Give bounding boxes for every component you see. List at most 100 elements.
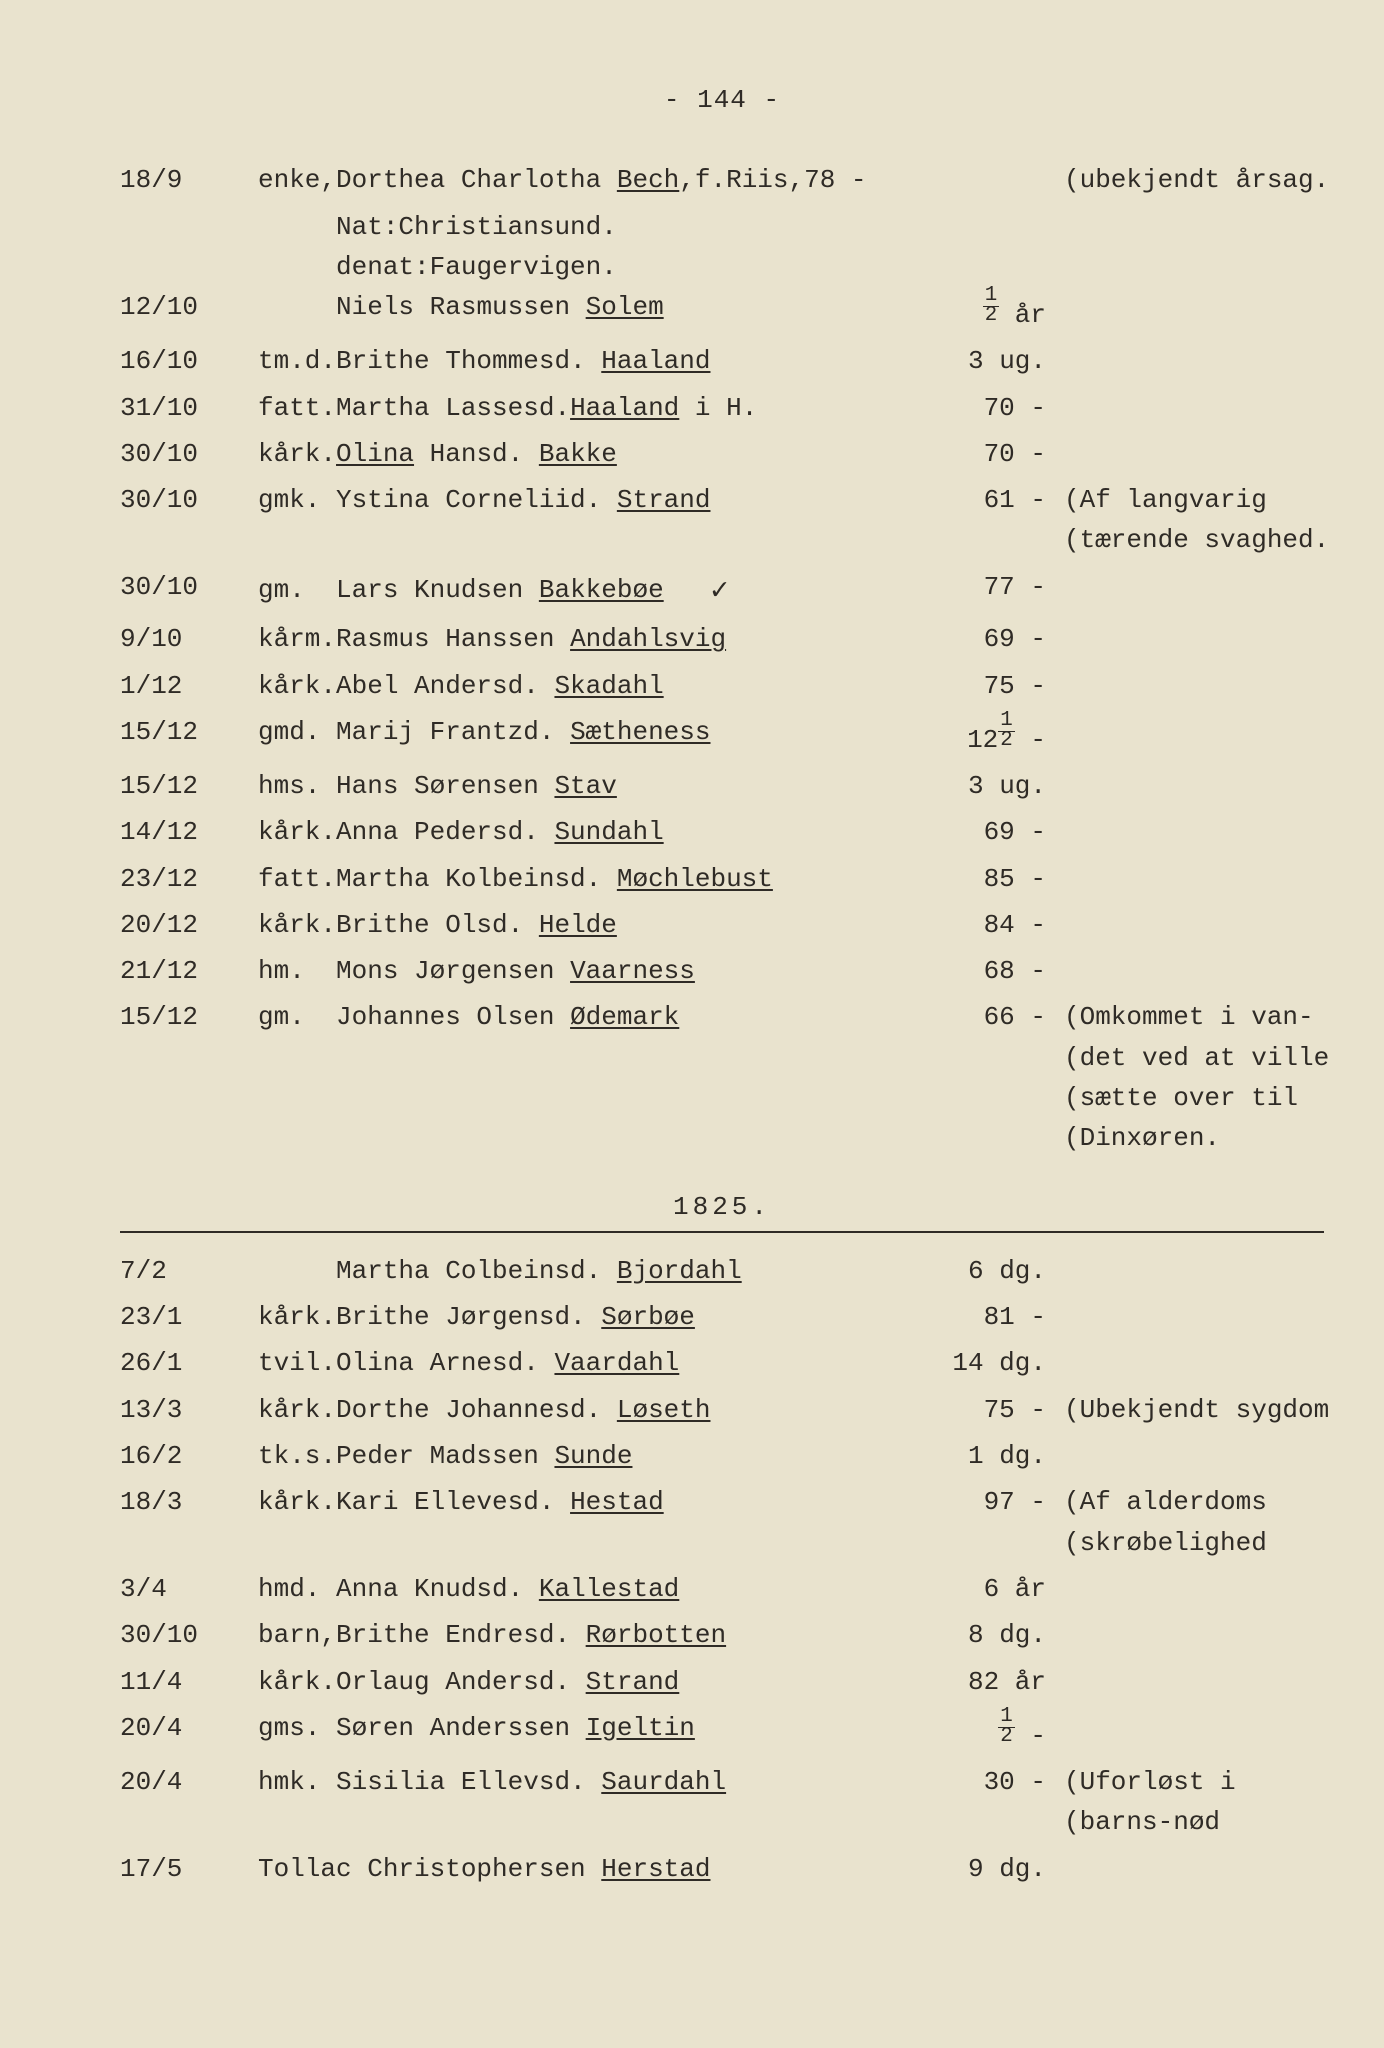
entry-description: tk.s.Peder Madssen Sunde [258,1436,918,1476]
entry-date: 21/12 [120,951,250,991]
entry-date: 30/10 [120,1615,250,1655]
entry-description: kårk.Abel Andersd. Skadahl [258,666,918,706]
entry-row: 30/10kårk.Olina Hansd. Bakke70 - [120,434,1324,474]
entry-age: 3 ug. [926,341,1046,381]
entry-age: 81 - [926,1297,1046,1337]
entry-note: (Omkommet i van- (det ved at ville (sætt… [1054,997,1364,1158]
entry-description: Niels Rasmussen Solem [258,287,918,327]
entry-note: (Ubekjendt sygdom [1054,1390,1364,1430]
entry-description: barn,Brithe Endresd. Rørbotten [258,1615,918,1655]
entry-description: tm.d.Brithe Thommesd. Haaland [258,341,918,381]
entry-date: 18/9 [120,160,250,200]
entry-date: 13/3 [120,1390,250,1430]
entry-description: kårk.Brithe Olsd. Helde [258,905,918,945]
entry-date: 31/10 [120,388,250,428]
entries-top: 18/9enke,Dorthea Charlotha Bech,f.Riis,7… [120,160,1324,1158]
entry-row: 9/10kårm.Rasmus Hanssen Andahlsvig69 - [120,619,1324,659]
entry-continuation: denat:Faugervigen. [120,247,1324,287]
entry-row: 13/3kårk.Dorthe Johannesd. Løseth75 -(Ub… [120,1390,1324,1430]
entry-age: 75 - [926,1390,1046,1430]
entry-row: 16/2tk.s.Peder Madssen Sunde1 dg. [120,1436,1324,1476]
entry-description: Tollac Christophersen Herstad [258,1849,918,1889]
entry-date: 1/12 [120,666,250,706]
entry-row: 30/10gm. Lars Knudsen Bakkebøe ✓77 - [120,567,1324,614]
entry-date: 9/10 [120,619,250,659]
entry-age: 9 dg. [926,1849,1046,1889]
entry-description: hmd. Anna Knudsd. Kallestad [258,1569,918,1609]
entry-date: 20/4 [120,1708,250,1748]
entry-date: 15/12 [120,766,250,806]
entry-row: 1/12kårk.Abel Andersd. Skadahl75 - [120,666,1324,706]
entry-date: 14/12 [120,812,250,852]
entry-row: 16/10tm.d.Brithe Thommesd. Haaland3 ug. [120,341,1324,381]
entry-date: 20/12 [120,905,250,945]
entry-age: 69 - [926,619,1046,659]
entry-description: gmk. Ystina Corneliid. Strand [258,480,918,520]
entry-age: 85 - [926,859,1046,899]
entry-date: 7/2 [120,1251,250,1291]
entry-date: 30/10 [120,434,250,474]
entry-row: 17/5Tollac Christophersen Herstad9 dg. [120,1849,1324,1889]
entry-description: tvil.Olina Arnesd. Vaardahl [258,1343,918,1383]
entry-row: 31/10fatt.Martha Lassesd.Haaland i H.70 … [120,388,1324,428]
entry-date: 23/1 [120,1297,250,1337]
entry-row: 15/12gm. Johannes Olsen Ødemark66 -(Omko… [120,997,1324,1158]
entry-note: (ubekjendt årsag. [1054,160,1364,200]
entry-date: 12/10 [120,287,250,327]
entry-row: 11/4kårk.Orlaug Andersd. Strand82 år [120,1662,1324,1702]
entry-date: 26/1 [120,1343,250,1383]
entry-age: 8 dg. [926,1615,1046,1655]
entry-age: 75 - [926,666,1046,706]
entry-age: 1212 - [926,712,1046,760]
entry-age: 84 - [926,905,1046,945]
entry-age: 6 år [926,1569,1046,1609]
entry-row: 15/12hms. Hans Sørensen Stav3 ug. [120,766,1324,806]
entry-age: 77 - [926,567,1046,607]
entry-description: kårk.Kari Ellevesd. Hestad [258,1482,918,1522]
entry-age: 12 år [926,287,1046,335]
entry-age: 68 - [926,951,1046,991]
entry-date: 3/4 [120,1569,250,1609]
entry-row: 23/12fatt.Martha Kolbeinsd. Møchlebust85… [120,859,1324,899]
entry-description: kårk.Dorthe Johannesd. Løseth [258,1390,918,1430]
fraction: 12 [998,1708,1014,1746]
entry-age: 69 - [926,812,1046,852]
entry-row: 3/4hmd. Anna Knudsd. Kallestad6 år [120,1569,1324,1609]
entry-date: 17/5 [120,1849,250,1889]
entry-age: 6 dg. [926,1251,1046,1291]
entry-description: kårm.Rasmus Hanssen Andahlsvig [258,619,918,659]
entry-description: fatt.Martha Lassesd.Haaland i H. [258,388,918,428]
entry-note: (Af alderdoms (skrøbelighed [1054,1482,1364,1563]
fraction: 12 [983,287,999,325]
entry-description: gm. Lars Knudsen Bakkebøe ✓ [258,567,918,614]
entry-description: gms. Søren Anderssen Igeltin [258,1708,918,1748]
entry-date: 20/4 [120,1762,250,1802]
entry-age: 12 - [926,1708,1046,1756]
entry-row: 20/4hmk. Sisilia Ellevsd. Saurdahl30 -(U… [120,1762,1324,1843]
entry-row: 30/10gmk. Ystina Corneliid. Strand61 -(A… [120,480,1324,561]
page: - 144 - 18/9enke,Dorthea Charlotha Bech,… [0,0,1384,2048]
entry-age: 3 ug. [926,766,1046,806]
entry-age: 61 - [926,480,1046,520]
entry-date: 15/12 [120,712,250,752]
entry-continuation: Nat:Christiansund. [120,207,1324,247]
entry-row: 20/12kårk.Brithe Olsd. Helde84 - [120,905,1324,945]
entry-row: 18/9enke,Dorthea Charlotha Bech,f.Riis,7… [120,160,1324,200]
entry-description: kårk.Brithe Jørgensd. Sørbøe [258,1297,918,1337]
entry-row: 21/12hm. Mons Jørgensen Vaarness68 - [120,951,1324,991]
year-label: 1825. [673,1192,771,1222]
entry-description: gm. Johannes Olsen Ødemark [258,997,918,1037]
entry-date: 11/4 [120,1662,250,1702]
entry-age: 14 dg. [926,1343,1046,1383]
entry-description: Martha Colbeinsd. Bjordahl [258,1251,918,1291]
entry-description: kårk.Anna Pedersd. Sundahl [258,812,918,852]
entry-description: enke,Dorthea Charlotha Bech,f.Riis,78 - [258,160,918,200]
entries-bottom: 7/2 Martha Colbeinsd. Bjordahl6 dg.23/1k… [120,1251,1324,1889]
entry-description: gmd. Marij Frantzd. Sætheness [258,712,918,752]
entry-age: 70 - [926,388,1046,428]
entry-row: 14/12kårk.Anna Pedersd. Sundahl69 - [120,812,1324,852]
entry-note: (Uforløst i (barns-nød [1054,1762,1364,1843]
page-number: - 144 - [120,80,1324,120]
year-separator: 1825. [120,1187,1324,1233]
entry-date: 16/2 [120,1436,250,1476]
